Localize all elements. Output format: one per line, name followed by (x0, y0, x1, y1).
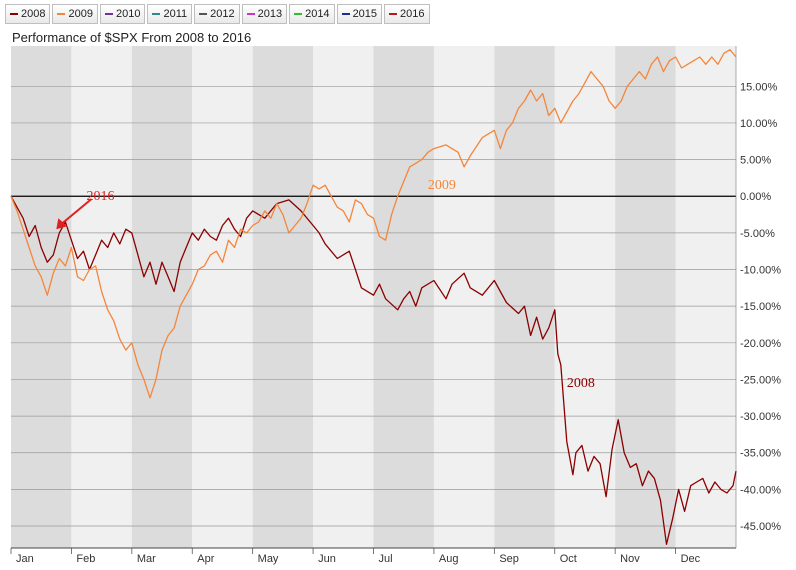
legend-swatch (199, 13, 208, 15)
annotation-label-2016: 2016 (87, 189, 115, 204)
month-band-aug (433, 46, 495, 548)
legend-swatch (246, 13, 255, 15)
x-tick-label-jul: Jul (379, 553, 393, 565)
month-band-sep (494, 46, 555, 548)
x-tick-label-jan: Jan (16, 553, 34, 565)
month-band-dec (675, 46, 736, 548)
annotation-arrow-shaft (61, 198, 92, 224)
y-tick-label: -25.00% (740, 374, 781, 386)
legend-item-2012[interactable]: 2012 (194, 4, 240, 24)
legend-label: 2009 (68, 8, 93, 20)
month-band-mar (131, 46, 193, 548)
y-axis-labels: 15.00% 10.00% 5.00% 0.00% -5.00% -10.00% -15.0… (740, 81, 781, 533)
y-tick-label: -35.00% (740, 448, 781, 460)
x-axis-ticks (10, 548, 676, 554)
legend-item-2015[interactable]: 2015 (336, 4, 383, 24)
y-tick-label: -30.00% (740, 411, 781, 423)
x-tick-label-apr: Apr (197, 553, 214, 565)
legend-label: 2016 (400, 8, 425, 20)
x-axis-labels: Jan Feb Mar Apr May Jun Jul Aug Sep Oct Nov Dec (16, 553, 701, 565)
legend-label: 2008 (21, 8, 46, 20)
x-tick-label-aug: Aug (439, 553, 459, 565)
series-lines (10, 49, 737, 545)
chart-title: Performance of $SPX From 2008 to 2016 (12, 30, 252, 45)
y-tick-label: -10.00% (740, 265, 781, 277)
legend-swatch (104, 13, 113, 15)
month-band-feb (71, 46, 132, 548)
annotation-label-2009: 2009 (428, 178, 456, 193)
x-tick-label-sep: Sep (499, 553, 519, 565)
legend-item-2013[interactable]: 2013 (241, 4, 288, 24)
legend-label: 2012 (210, 8, 235, 20)
y-tick-label: 15.00% (740, 81, 778, 93)
y-tick-label: -5.00% (740, 228, 775, 240)
month-bands (11, 46, 736, 548)
y-tick-label: 0.00% (740, 191, 771, 203)
annotation-arrow-head (56, 218, 68, 230)
legend-item-2009[interactable]: 2009 (52, 4, 98, 24)
x-tick-label-dec: Dec (681, 553, 701, 565)
x-tick-label-mar: Mar (137, 553, 156, 565)
legend-swatch (389, 13, 398, 15)
legend-item-2008[interactable]: 2008 (5, 4, 51, 24)
x-tick-label-oct: Oct (560, 553, 577, 565)
x-tick-label-jun: Jun (318, 553, 336, 565)
x-tick-label-may: May (258, 553, 279, 565)
legend-item-2014[interactable]: 2014 (289, 4, 335, 24)
y-tick-label: -15.00% (740, 301, 781, 313)
legend-swatch (57, 13, 66, 15)
annotation-label-2008: 2008 (567, 376, 595, 391)
legend-swatch (294, 13, 303, 15)
legend-item-2010[interactable]: 2010 (99, 4, 146, 24)
legend-label: 2014 (305, 8, 330, 20)
legend-swatch (152, 13, 161, 15)
legend-label: 2010 (115, 8, 141, 20)
month-band-nov (615, 46, 676, 548)
y-tick-label: -45.00% (740, 521, 781, 533)
y-tick-label: 5.00% (740, 155, 771, 167)
legend-label: 2011 (163, 8, 188, 20)
y-tick-label: -20.00% (740, 338, 781, 350)
legend-label: 2013 (257, 8, 283, 20)
legend: 2008 2009 2010 2011 2012 2013 2014 2015 2016 (5, 4, 430, 26)
legend-item-2011[interactable]: 2011 (147, 4, 193, 24)
annotations: 2016 2009 2008 (56, 178, 595, 391)
legend-item-2016[interactable]: 2016 (384, 4, 430, 24)
legend-label: 2015 (352, 8, 378, 20)
month-band-may (252, 46, 314, 548)
month-band-jan (11, 46, 72, 548)
month-band-jun (313, 46, 374, 548)
series-line-2009 (10, 49, 737, 399)
legend-swatch (10, 13, 18, 15)
legend-swatch (341, 13, 350, 15)
y-tick-label: 10.00% (740, 118, 778, 130)
series-line-2008 (10, 195, 737, 545)
x-tick-label-feb: Feb (76, 553, 95, 565)
month-band-oct (554, 46, 616, 548)
x-tick-label-nov: Nov (620, 553, 640, 565)
y-tick-label: -40.00% (740, 484, 781, 496)
month-band-jul (373, 46, 434, 548)
month-band-apr (192, 46, 253, 548)
